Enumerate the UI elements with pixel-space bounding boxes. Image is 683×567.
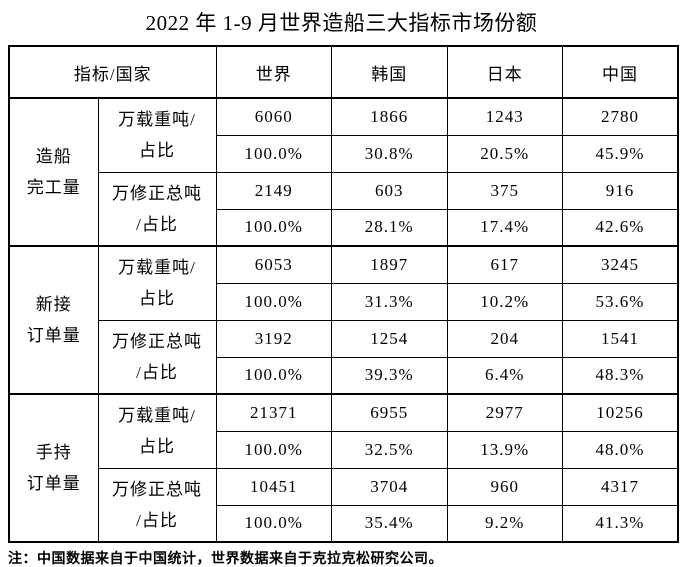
sub-label-line2: 占比 [139, 141, 175, 161]
value-cell: 3192 [215, 319, 333, 358]
share-cell: 17.4% [446, 208, 564, 247]
sub-label-line1: 万修正总吨 [112, 331, 202, 351]
sub-label-line2: 占比 [139, 289, 175, 309]
sub-label-line2: 占比 [139, 437, 175, 457]
sub-label-dwt: 万载重吨/ 占比 [97, 97, 217, 173]
share-cell: 45.9% [562, 134, 679, 173]
header-col-china: 中国 [562, 45, 679, 99]
share-cell: 48.0% [562, 430, 679, 469]
share-cell: 10.2% [446, 282, 564, 321]
table-row: 100.0% 32.5% 13.9% 48.0% [9, 430, 679, 469]
table-row: 100.0% 39.3% 6.4% 48.3% [9, 356, 679, 395]
table-row: 100.0% 35.4% 9.2% 41.3% [9, 504, 679, 543]
share-cell: 100.0% [215, 282, 333, 321]
group-label-completions: 造船 完工量 [8, 97, 99, 247]
sub-label-line1: 万载重吨/ [118, 258, 196, 278]
value-cell: 10451 [215, 467, 333, 506]
value-cell: 4317 [562, 467, 679, 506]
share-cell: 41.3% [562, 504, 679, 543]
value-cell: 2149 [215, 171, 333, 210]
value-cell: 2780 [562, 97, 679, 136]
table-row: 万修正总吨 /占比 2149 603 375 916 [9, 171, 679, 247]
share-cell: 39.3% [331, 356, 448, 395]
value-cell: 6053 [215, 245, 333, 284]
value-cell: 603 [331, 171, 448, 210]
share-cell: 13.9% [446, 430, 564, 469]
group-label-line2: 订单量 [26, 474, 81, 493]
value-cell: 960 [446, 467, 564, 506]
header-indicator-country: 指标/国家 [8, 45, 217, 99]
share-cell: 53.6% [562, 282, 679, 321]
group-label-line2: 订单量 [26, 326, 81, 345]
header-col-japan: 日本 [446, 45, 564, 99]
value-cell: 10256 [562, 393, 679, 432]
sub-label-line2: /占比 [136, 510, 178, 530]
share-cell: 100.0% [215, 504, 333, 543]
share-cell: 100.0% [215, 356, 333, 395]
source-note: 注：中国数据来自于中国统计，世界数据来自于克拉克松研究公司。 [8, 550, 443, 566]
group-label-line2: 完工量 [26, 178, 81, 197]
share-cell: 28.1% [331, 208, 448, 247]
table-row: 100.0% 31.3% 10.2% 53.6% [9, 282, 679, 321]
value-cell: 375 [446, 171, 564, 210]
page-title: 2022 年 1-9 月世界造船三大指标市场份额 [145, 11, 538, 35]
sub-label-line2: /占比 [136, 214, 178, 234]
share-cell: 100.0% [215, 208, 333, 247]
group-label-line1: 手持 [35, 443, 72, 462]
sub-label-dwt: 万载重吨/ 占比 [97, 393, 217, 469]
share-cell: 31.3% [331, 282, 448, 321]
table-row: 100.0% 30.8% 20.5% 45.9% [9, 134, 679, 173]
header-col-world: 世界 [215, 45, 333, 99]
share-cell: 20.5% [446, 134, 564, 173]
share-cell: 100.0% [215, 430, 333, 469]
value-cell: 617 [446, 245, 564, 284]
share-cell: 42.6% [562, 208, 679, 247]
table-row: 手持 订单量 万载重吨/ 占比 21371 6955 2977 10256 [8, 393, 679, 543]
sub-label-line1: 万修正总吨 [112, 183, 202, 203]
group-label-line1: 造船 [35, 147, 72, 166]
value-cell: 3245 [562, 245, 679, 284]
value-cell: 2977 [446, 393, 564, 432]
share-cell: 32.5% [331, 430, 448, 469]
sub-label-dwt: 万载重吨/ 占比 [97, 245, 217, 321]
sub-label-cgt: 万修正总吨 /占比 [97, 171, 217, 247]
value-cell: 1541 [562, 319, 679, 358]
value-cell: 6955 [331, 393, 448, 432]
share-cell: 6.4% [446, 356, 564, 395]
table-row: 造船 完工量 万载重吨/ 占比 6060 1866 1243 2780 [8, 97, 679, 247]
table-row: 万修正总吨 /占比 3192 1254 204 1541 [9, 319, 679, 395]
value-cell: 916 [562, 171, 679, 210]
market-share-table: 指标/国家 世界 韩国 日本 中国 造船 完工量 万载重吨/ 占比 6060 1… [8, 45, 680, 543]
sub-label-cgt: 万修正总吨 /占比 [97, 467, 217, 543]
group-label-order-backlog: 手持 订单量 [8, 393, 99, 543]
share-cell: 30.8% [331, 134, 448, 173]
sub-label-line1: 万载重吨/ [118, 110, 196, 130]
table-row: 100.0% 28.1% 17.4% 42.6% [9, 208, 679, 247]
group-label-line1: 新接 [35, 295, 72, 314]
value-cell: 1254 [331, 319, 448, 358]
value-cell: 1243 [446, 97, 564, 136]
sub-label-cgt: 万修正总吨 /占比 [97, 319, 217, 395]
value-cell: 1866 [331, 97, 448, 136]
value-cell: 6060 [215, 97, 333, 136]
value-cell: 1897 [331, 245, 448, 284]
share-cell: 48.3% [562, 356, 679, 395]
sub-label-line2: /占比 [136, 362, 178, 382]
value-cell: 3704 [331, 467, 448, 506]
value-cell: 204 [446, 319, 564, 358]
sub-label-line1: 万修正总吨 [112, 479, 202, 499]
table-row: 万修正总吨 /占比 10451 3704 960 4317 [9, 467, 679, 543]
share-cell: 100.0% [215, 134, 333, 173]
table-row: 新接 订单量 万载重吨/ 占比 6053 1897 617 3245 [8, 245, 679, 395]
sub-label-line1: 万载重吨/ [118, 406, 196, 426]
share-cell: 9.2% [446, 504, 564, 543]
value-cell: 21371 [215, 393, 333, 432]
header-row: 指标/国家 世界 韩国 日本 中国 [8, 45, 679, 99]
header-col-korea: 韩国 [331, 45, 448, 99]
share-cell: 35.4% [331, 504, 448, 543]
group-label-new-orders: 新接 订单量 [8, 245, 99, 395]
